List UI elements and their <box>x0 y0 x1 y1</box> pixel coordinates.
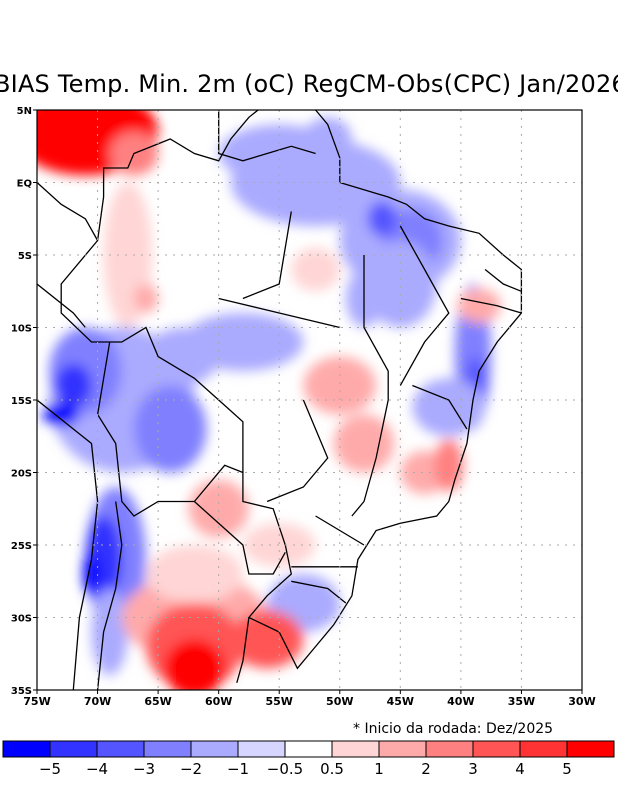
border-state-bahia-mg <box>412 384 468 430</box>
colorbar-swatch <box>566 740 615 758</box>
colorbar-swatch <box>331 740 380 758</box>
border-state-parana <box>315 515 365 546</box>
field-blob <box>291 595 340 625</box>
colorbar-swatch <box>190 740 239 758</box>
field-blob <box>303 356 377 415</box>
colorbar-swatch <box>378 740 427 758</box>
border-state-pe <box>460 297 522 314</box>
x-tick-label: 45W <box>387 695 414 708</box>
border-chile-argentina <box>96 501 123 690</box>
border-state-ne <box>484 268 522 292</box>
field-blob <box>188 479 249 538</box>
border-state-goias <box>266 399 329 503</box>
y-tick-label: 10S <box>11 324 32 335</box>
x-tick-label: 65W <box>144 695 171 708</box>
gridlines <box>37 110 582 690</box>
y-tick-label: 5S <box>18 251 32 262</box>
field-blob <box>364 240 437 328</box>
x-axis: 75W 70W 65W 60W 55W 50W 45W 40W 35W 30W <box>23 690 596 708</box>
colorbar-label: −1 <box>227 760 249 778</box>
border-bolivia <box>96 341 244 517</box>
colorbar-swatch <box>237 740 286 758</box>
y-tick-label: 30S <box>11 614 32 625</box>
colorbar-label: 2 <box>421 760 431 778</box>
field-blob <box>230 610 304 669</box>
field-blob <box>91 588 128 676</box>
x-tick-label: 50W <box>326 695 353 708</box>
y-tick-label: 25S <box>11 541 32 552</box>
colorbar-label: 4 <box>515 760 525 778</box>
x-tick-label: 40W <box>447 695 474 708</box>
field-blob <box>434 439 464 492</box>
brazil-border <box>60 110 523 670</box>
colorbar-swatch <box>425 740 474 758</box>
y-tick-label: 5N <box>17 106 32 117</box>
country-borders <box>37 110 523 690</box>
colorbar-label: −2 <box>180 760 202 778</box>
field-blob <box>146 545 243 603</box>
border-uruguay-argentina <box>236 617 250 683</box>
x-tick-label: 30W <box>568 695 595 708</box>
border-state-tocantins <box>351 255 389 517</box>
field-blob <box>242 523 316 567</box>
colorbar-label: −5 <box>39 760 61 778</box>
colorbar-swatch <box>143 740 192 758</box>
field-blob <box>55 363 92 408</box>
colorbar-swatch <box>472 740 521 758</box>
border-colombia-peru <box>37 182 99 241</box>
y-tick-label: EQ <box>17 179 32 190</box>
colorbar-label: 5 <box>562 760 572 778</box>
colorbar-swatch <box>49 740 98 758</box>
colorbar-swatch <box>96 740 145 758</box>
x-tick-label: 60W <box>205 695 232 708</box>
field-blob <box>37 110 134 154</box>
field-blob <box>83 552 100 596</box>
border-state-piaui <box>399 225 450 386</box>
x-tick-label: 70W <box>84 695 111 708</box>
run-start-note: * Inicio da rodada: Dez/2025 <box>353 721 554 737</box>
x-tick-label: 55W <box>265 695 292 708</box>
y-tick-label: 15S <box>11 396 32 407</box>
colorbar-label: −3 <box>133 760 155 778</box>
border-para-amazonas <box>242 211 292 300</box>
x-tick-label: 35W <box>508 695 535 708</box>
field-blob <box>412 378 486 437</box>
colorbar-swatch <box>2 740 51 758</box>
border-para-mato-grosso <box>218 297 340 329</box>
map-plot: 75W 70W 65W 60W 55W 50W 45W 40W 35W 30W 5N EQ 5S 10S… <box>11 106 596 708</box>
chart-title: BIAS Temp. Min. 2m (oC) RegCM-Obs(CPC) J… <box>0 70 618 98</box>
colorbar-label: 0.5 <box>320 760 344 778</box>
field-blob <box>333 414 395 473</box>
field-blob <box>133 385 207 473</box>
y-axis: 5N EQ 5S 10S 15S 20S 25S 30S 35S <box>11 106 37 697</box>
border-peru <box>37 283 86 328</box>
field-blob <box>133 284 159 313</box>
colorbar-label: −0.5 <box>267 760 303 778</box>
field-blob <box>457 288 501 324</box>
field-blob <box>43 402 80 427</box>
chile-coast <box>37 399 99 690</box>
y-tick-label: 20S <box>11 469 32 480</box>
colorbar: −5 −4 −3 −2 −1 −0.5 0.5 1 2 3 4 5 <box>2 740 615 778</box>
field-blob <box>164 639 225 690</box>
x-tick-label: 75W <box>23 695 50 708</box>
colorbar-label: 1 <box>374 760 384 778</box>
colorbar-label: 3 <box>468 760 478 778</box>
border-guianas <box>218 110 316 162</box>
border-paraguay <box>193 501 286 575</box>
colorbar-swatch <box>519 740 568 758</box>
field-blob <box>291 247 340 292</box>
y-tick-label: 35S <box>11 686 32 697</box>
field-blob <box>367 201 397 237</box>
colorbar-label: −4 <box>86 760 108 778</box>
field-blob <box>303 117 352 161</box>
colorbar-swatch <box>284 740 333 758</box>
